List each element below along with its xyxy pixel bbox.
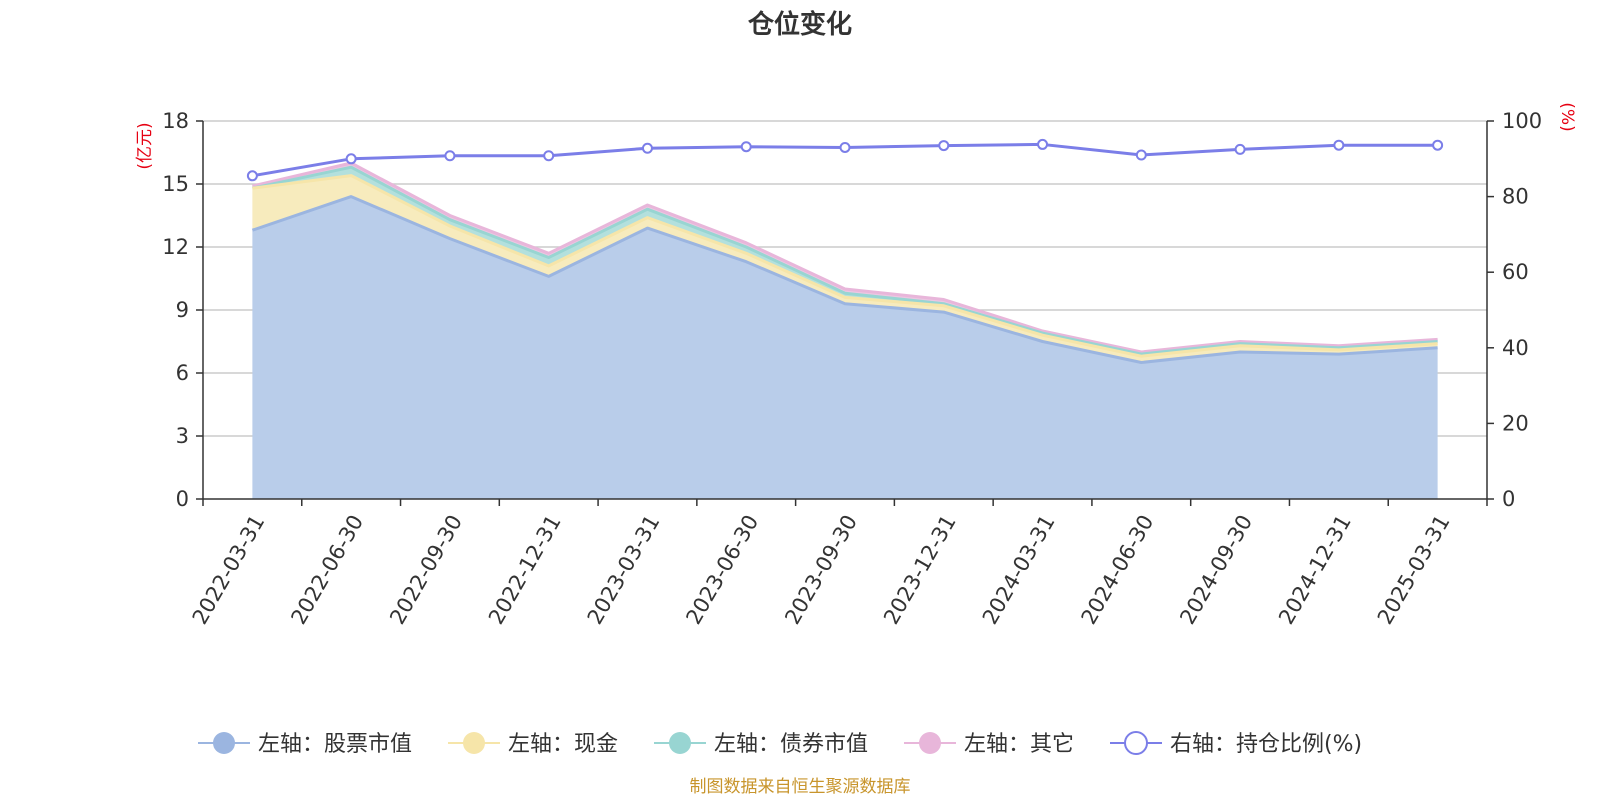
left-axis-unit: (亿元) [135,122,155,169]
series-lines [246,138,1444,364]
right-tick-label: 0 [1502,487,1515,511]
x-tick-label: 2023-12-31 [879,511,961,629]
x-tick-label: 2023-06-30 [681,511,763,629]
legend-marker [213,732,235,754]
x-tick-label: 2024-03-31 [978,511,1060,629]
marker-point [740,141,752,153]
marker-point [839,141,851,153]
marker-point [1037,138,1049,150]
stacked-areas [252,163,1438,499]
area-左轴：现金 [252,175,1438,363]
legend: 左轴：股票市值 左轴：现金 左轴：债券市值 左轴：其它 右轴：持仓比例(%) [198,731,1362,757]
right-tick-label: 100 [1502,109,1542,133]
chart-title: 仓位变化 [747,9,852,40]
x-tick-label: 2024-06-30 [1077,511,1159,629]
legend-item: 左轴：其它 [904,732,1074,757]
x-tick-label: 2024-09-30 [1175,511,1257,629]
x-tick-label: 2022-09-30 [385,511,467,629]
left-tick-label: 12 [162,235,189,259]
line-左轴：现金 [252,174,1438,358]
marker-point [1234,143,1246,155]
legend-label: 左轴：债券市值 [714,732,868,757]
marker-point [246,170,258,182]
marker-point [543,150,555,162]
legend-label: 左轴：现金 [508,732,618,757]
area-左轴：股票市值 [252,196,1438,499]
line-左轴：股票市值 [251,195,1438,364]
legend-label: 左轴：股票市值 [258,732,412,757]
marker-point [345,153,357,165]
marker-point [938,140,950,152]
x-tick-label: 2022-12-31 [484,511,566,629]
right-tick-label: 20 [1502,411,1529,435]
legend-item: 右轴：持仓比例(%) [1110,731,1362,757]
legend-label: 左轴：其它 [964,732,1074,757]
legend-marker [919,732,941,754]
x-tick-label: 2022-06-30 [286,511,368,629]
right-axis-unit: (%) [1557,102,1577,131]
legend-label: 右轴：持仓比例(%) [1170,732,1362,757]
legend-marker [669,732,691,754]
x-tick-label: 2022-03-31 [188,511,270,629]
legend-item: 左轴：股票市值 [198,732,412,757]
left-tick-label: 0 [176,487,189,511]
legend-marker [463,732,485,754]
marker-point [641,142,653,154]
right-tick-label: 40 [1502,336,1529,360]
left-tick-label: 18 [162,109,189,133]
x-tick-label: 2023-09-30 [780,511,862,629]
left-tick-label: 6 [176,361,189,385]
legend-marker [1124,731,1148,755]
marker-point [1333,139,1345,151]
left-tick-label: 9 [176,298,189,322]
marker-point [1432,139,1444,151]
x-tick-label: 2025-03-31 [1373,511,1455,629]
line-左轴：债券市值 [252,165,1438,356]
data-source-note: 制图数据来自恒生聚源数据库 [690,777,911,797]
line-左轴：其它 [252,161,1438,354]
x-tick-label: 2023-03-31 [583,511,665,629]
marker-point [1135,149,1147,161]
right-tick-label: 60 [1502,260,1529,284]
legend-item: 左轴：现金 [448,732,618,757]
left-tick-label: 3 [176,424,189,448]
right-tick-label: 80 [1502,185,1529,209]
x-tick-label: 2024-12-31 [1274,511,1356,629]
legend-item: 左轴：债券市值 [654,732,868,757]
marker-point [444,150,456,162]
left-tick-label: 15 [162,172,189,196]
